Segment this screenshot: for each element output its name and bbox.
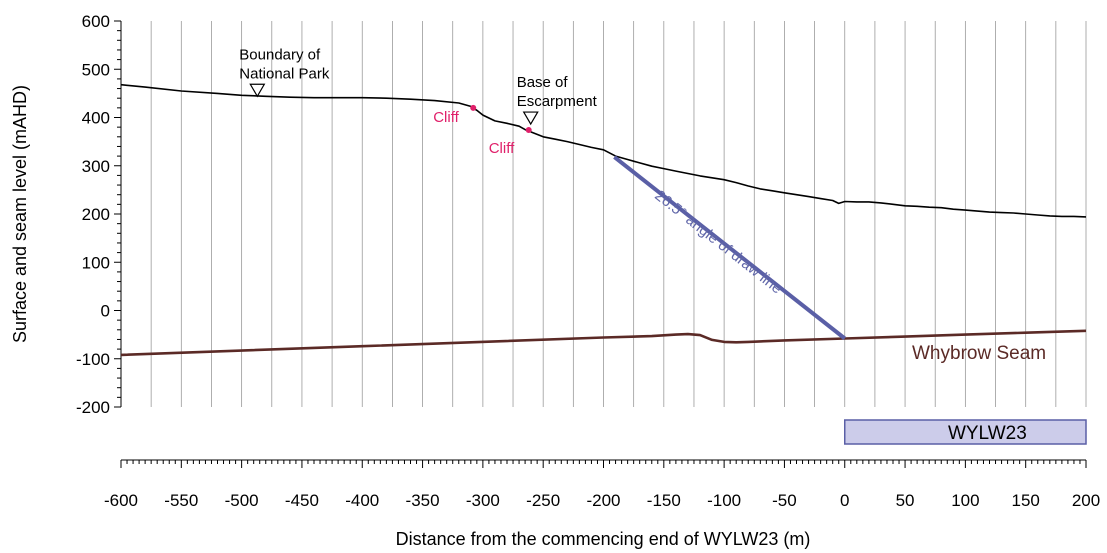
y-axis-title: Surface and seam level (mAHD) [10,85,30,343]
draw-line-label: 26.5° angle of draw line [651,187,785,297]
whybrow-seam-label: Whybrow Seam [912,343,1046,364]
y-tick-label: 400 [82,109,110,128]
x-tick-label: -400 [345,491,379,510]
y-tick-label: 200 [82,205,110,224]
axes: 600 500 400 300 200 100 0 -100 -200 [76,12,122,417]
marker-label: Escarpment [517,93,598,110]
cliff-label: Cliff [433,109,459,126]
y-tick-label: 100 [82,253,110,272]
x-tick-label: 150 [1012,491,1040,510]
panel-label: WYLW23 [948,423,1027,444]
x-tick-label: 0 [840,491,849,510]
cliff-point [470,104,477,111]
marker-label: Base of [517,74,569,91]
series-layer [120,83,1087,357]
x-tick-label: -50 [772,491,797,510]
x-tick-label: -600 [104,491,138,510]
x-tick-label: -150 [647,491,681,510]
marker-triangle [522,111,539,126]
y-tick-label: 300 [82,157,110,176]
x-tick-label: 50 [896,491,915,510]
x-tick-label: -250 [526,491,560,510]
marker-label: National Park [239,65,330,82]
x-tick-label: 100 [951,491,979,510]
marker-triangle [249,83,266,98]
series-seam-line [120,329,1087,357]
y-tick-label: -100 [76,350,110,369]
annotations-layer: Whybrow Seam 26.5° angle of draw line Clif… [239,46,1046,364]
cliff-point [525,127,532,134]
cliff-label: Cliff [489,140,515,157]
x-tick-label: -350 [406,491,440,510]
panel-rect [844,419,1087,445]
x-axis-title: Distance from the commencing end of WYLW… [396,529,811,549]
marker-label: Boundary of [239,46,321,63]
series-draw_line-line [613,155,847,341]
y-tick-label: 600 [82,12,110,31]
x-tick-label: 200 [1072,491,1100,510]
y-tick-label: 500 [82,60,110,79]
x-tick-label: -100 [707,491,741,510]
series-surface-line [120,83,1087,218]
longwall-panel: WYLW23 [844,419,1087,445]
x-tick-label: -500 [225,491,259,510]
x-tick-label: -300 [466,491,500,510]
x-tick-label: -450 [285,491,319,510]
x-tick-label: -200 [586,491,620,510]
y-tick-label: -200 [76,398,110,417]
grid-lines [120,21,1087,407]
y-tick-label: 0 [101,302,110,321]
bottom-x-axis: -600 -550 -500 -450 -400 -350 -300 -250 -200 -150… [104,459,1100,510]
x-tick-label: -550 [164,491,198,510]
